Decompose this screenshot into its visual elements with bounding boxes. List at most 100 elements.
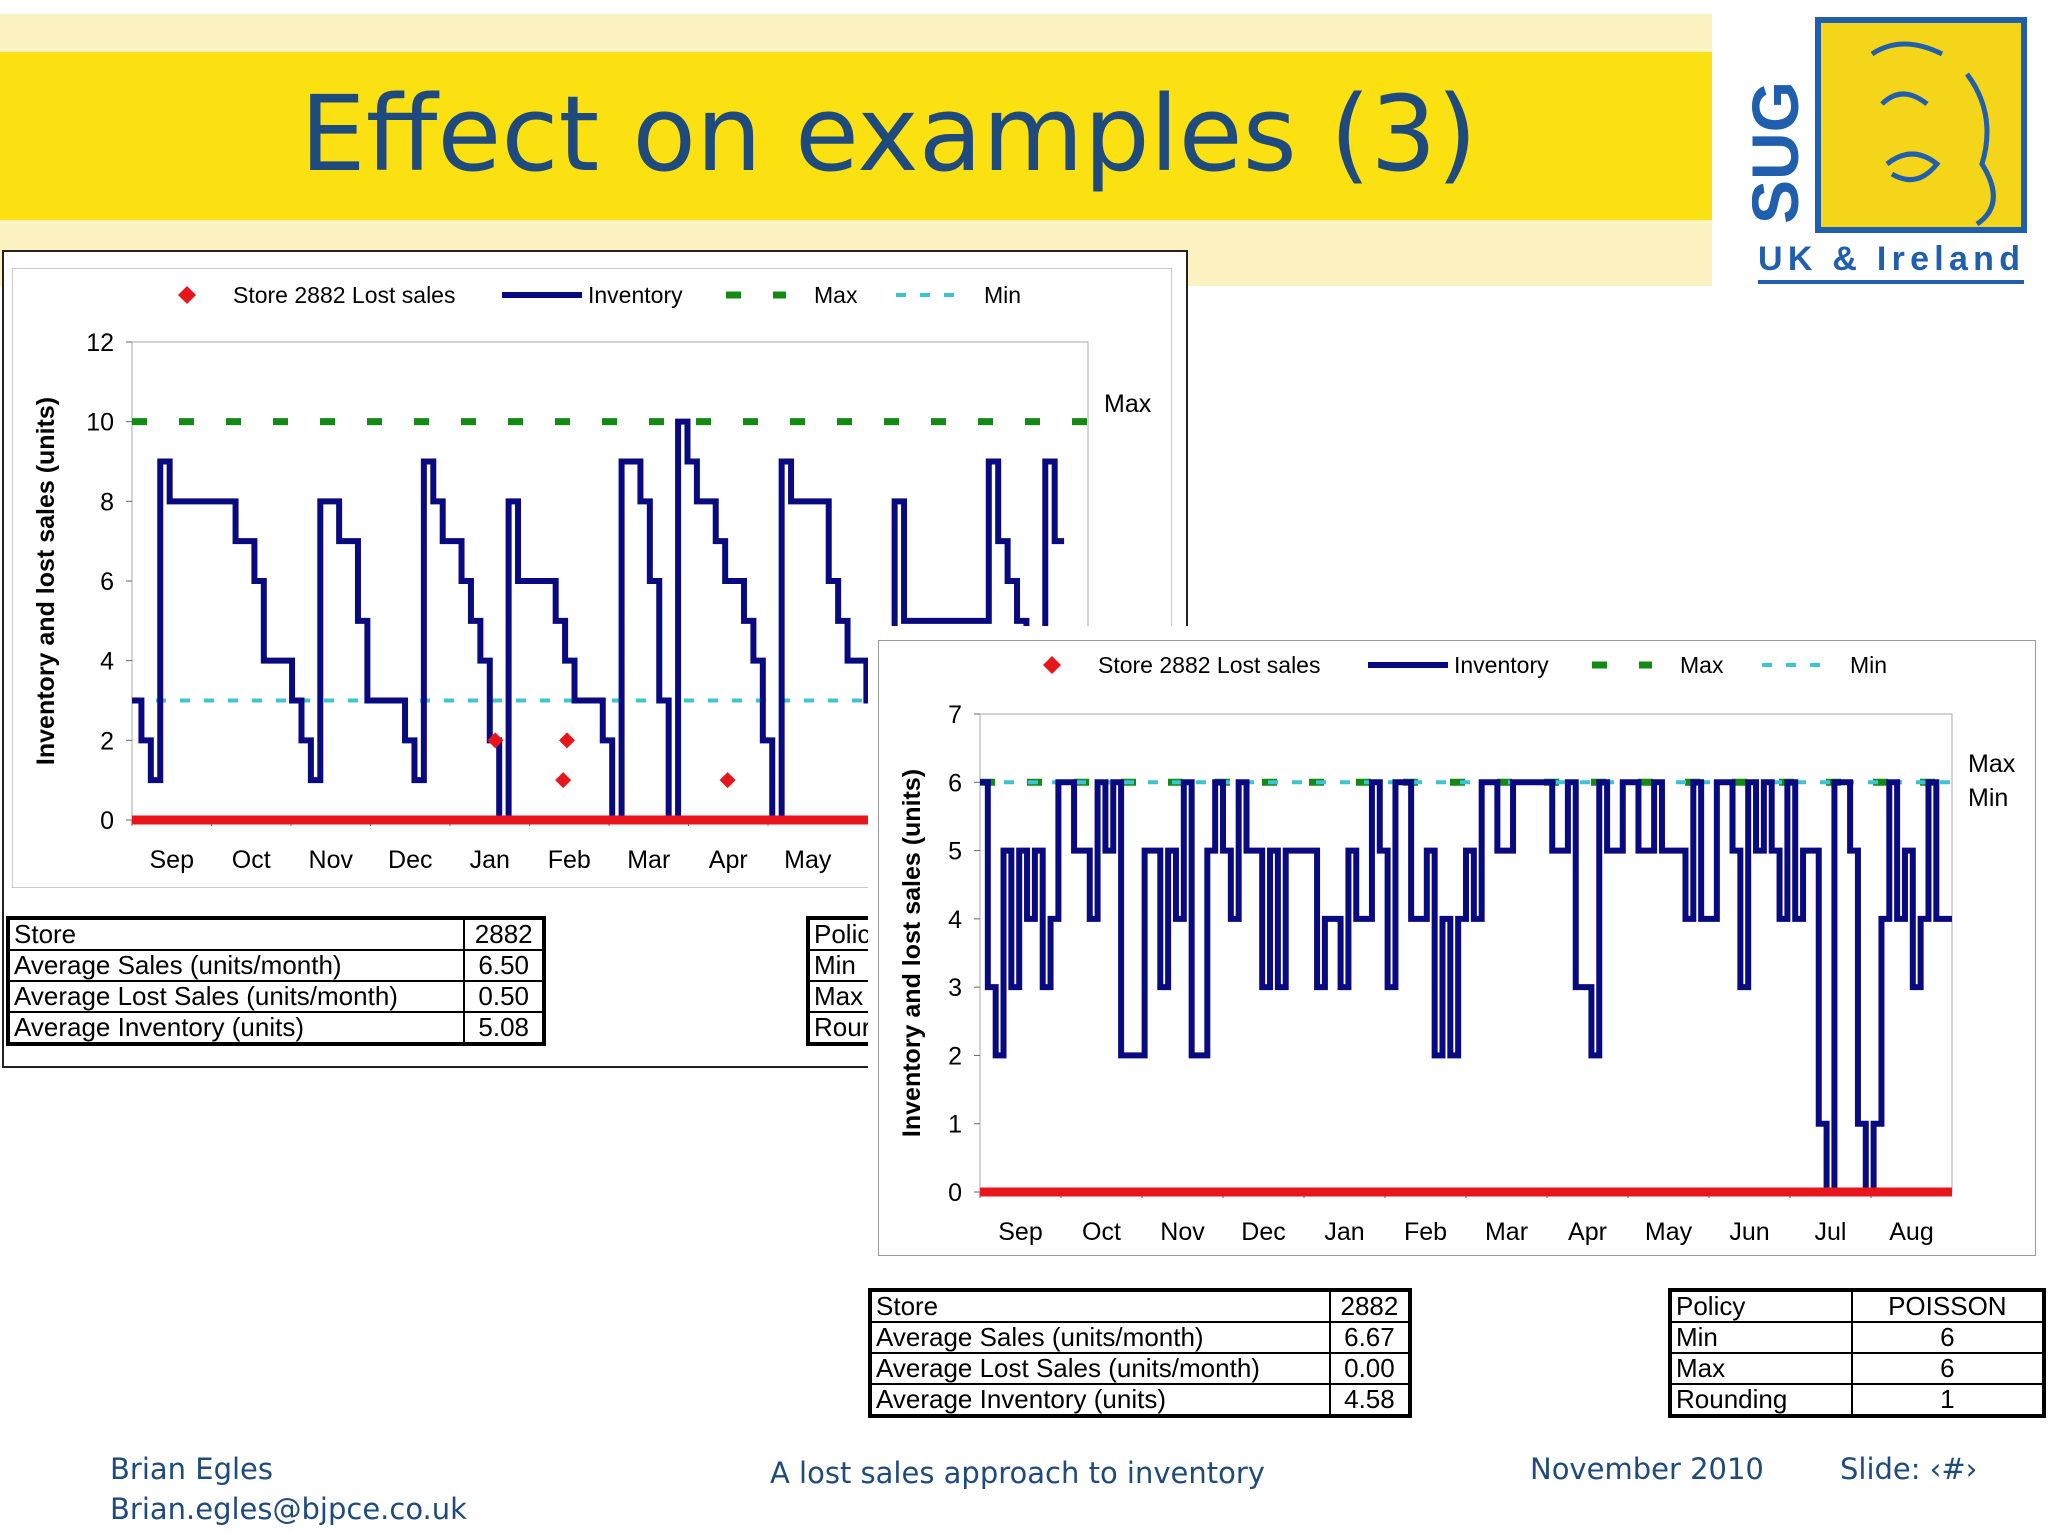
lost-sales-point — [555, 772, 572, 789]
logo-letters: SUG — [1752, 81, 1812, 224]
x-tick-label: Aug — [1889, 1218, 1933, 1246]
x-tick-label: Nov — [1160, 1218, 1205, 1246]
y-axis-label: Inventory and lost sales (units) — [32, 397, 60, 765]
lost-sales-point — [558, 732, 575, 749]
x-tick-label: Sep — [998, 1218, 1042, 1246]
table-cell: Rounding — [1669, 1383, 1853, 1417]
y-tick-label: 2 — [948, 1042, 962, 1070]
table-cell: Average Inventory (units) — [869, 1383, 1331, 1417]
table-cell: Average Lost Sales (units/month) — [6, 980, 466, 1013]
y-tick-label: 12 — [86, 329, 114, 357]
legend-lost-sales-marker — [1043, 656, 1061, 674]
x-tick-label: Apr — [709, 846, 748, 874]
table-cell: Max — [1669, 1352, 1853, 1385]
table-cell: 6.50 — [463, 949, 545, 982]
table-row: Average Sales (units/month) 6.50 — [6, 949, 545, 982]
footer-author: Brian Egles — [110, 1452, 273, 1486]
y-tick-label: 6 — [100, 568, 114, 596]
x-tick-label: Jul — [1815, 1218, 1847, 1246]
legend-lost-sales-label: Store 2882 Lost sales — [1098, 652, 1320, 678]
table-cell: Average Sales (units/month) — [869, 1321, 1331, 1354]
table-cell: Average Lost Sales (units/month) — [869, 1352, 1331, 1385]
legend-min-label: Min — [984, 282, 1021, 308]
table-cell: Min — [1669, 1321, 1853, 1354]
x-tick-label: Mar — [627, 846, 670, 874]
table-cell: Average Sales (units/month) — [6, 949, 466, 982]
y-axis-label: Inventory and lost sales (units) — [898, 769, 926, 1137]
y-tick-label: 5 — [948, 838, 962, 866]
logo-face — [1870, 41, 1996, 227]
x-tick-label: May — [1645, 1218, 1693, 1246]
x-tick-label: Nov — [309, 846, 354, 874]
y-tick-label: 1 — [948, 1111, 962, 1139]
lost-sales-point — [719, 772, 736, 789]
table-cell: POISSON — [1850, 1289, 2046, 1323]
table-cell: 5.08 — [463, 1011, 545, 1045]
logo-text: UK & Ireland — [1758, 240, 2020, 278]
table-cell: 1 — [1850, 1383, 2046, 1417]
title-band — [0, 52, 1712, 220]
x-tick-label: Dec — [388, 846, 432, 874]
x-tick-label: Sep — [150, 846, 194, 874]
lost-sales-point — [487, 732, 504, 749]
x-tick-label: Jan — [470, 846, 510, 874]
right-label-max: Max — [1104, 390, 1152, 418]
table-row: Average Lost Sales (units/month) 0.00 — [869, 1352, 1412, 1385]
table-cell: Policy — [1669, 1289, 1853, 1323]
table-cell: Store — [6, 917, 466, 951]
logo-frame — [1815, 17, 2027, 233]
table-row: Store 2882 — [869, 1289, 1412, 1323]
table-cell: Store — [869, 1289, 1331, 1323]
table-row: Average Sales (units/month) 6.67 — [869, 1321, 1412, 1354]
policy-table-2: Policy POISSON Min 6 Max 6 Rounding 1 — [1668, 1288, 2046, 1418]
table-row: Max 6 — [1669, 1352, 2046, 1385]
table-row: Min 6 — [1669, 1321, 2046, 1354]
y-tick-label: 4 — [100, 648, 114, 676]
logo-underline — [1758, 280, 2024, 284]
legend-max-label: Max — [814, 282, 858, 308]
footer-slide-number: Slide: ‹#› — [1840, 1452, 1978, 1486]
table-cell: 6 — [1850, 1321, 2046, 1354]
table-row: Average Lost Sales (units/month) 0.50 — [6, 980, 545, 1013]
table-row: Average Inventory (units) 5.08 — [6, 1011, 545, 1045]
chart-2: Store 2882 Lost sales Inventory Max Min 0 1 2 3… — [898, 652, 2016, 1246]
stats-table-2: Store 2882 Average Sales (units/month) 6.6… — [868, 1288, 1412, 1418]
sug-logo: SUG UK & Ireland — [1752, 17, 2027, 284]
x-tick-label: Feb — [548, 846, 591, 874]
stats-table-1: Store 2882 Average Sales (units/month) 6.5… — [6, 916, 546, 1046]
y-tick-label: 3 — [948, 974, 962, 1002]
y-tick-label: 0 — [948, 1179, 962, 1207]
y-tick-label: 0 — [100, 807, 114, 835]
y-tick-label: 10 — [86, 409, 114, 437]
right-label-min: Min — [1968, 784, 2008, 812]
table-row: Policy POISSON — [1669, 1289, 2046, 1323]
y-tick-label: 2 — [100, 727, 114, 755]
inventory-series-line — [132, 418, 1065, 823]
inventory-series-line — [980, 779, 1952, 1195]
table-row: Store 2882 — [6, 917, 545, 951]
x-tick-label: Oct — [232, 846, 271, 874]
chart-frame-2 — [878, 640, 2036, 1256]
footer-email[interactable]: Brian.egles@bjpce.co.uk — [110, 1492, 467, 1526]
x-tick-label: Feb — [1404, 1218, 1447, 1246]
legend-inventory-label: Inventory — [1454, 652, 1549, 678]
legend-inventory-label: Inventory — [588, 282, 683, 308]
legend-lost-sales-label: Store 2882 Lost sales — [233, 282, 455, 308]
table-cell: 2882 — [463, 917, 545, 951]
x-tick-label: May — [784, 846, 832, 874]
legend-lost-sales-marker — [178, 286, 196, 304]
table-row: Rounding 1 — [1669, 1383, 2046, 1417]
table-row: Average Inventory (units) 4.58 — [869, 1383, 1412, 1417]
table-cell: 0.00 — [1328, 1352, 1412, 1385]
footer-date: November 2010 — [1530, 1452, 1764, 1486]
y-tick-label: 8 — [100, 488, 114, 516]
y-tick-label: 6 — [948, 769, 962, 797]
x-tick-label: Mar — [1485, 1218, 1528, 1246]
legend-min-label: Min — [1850, 652, 1887, 678]
table-cell: 6 — [1850, 1352, 2046, 1385]
y-tick-label: 7 — [948, 701, 962, 729]
x-tick-label: Oct — [1082, 1218, 1121, 1246]
slide-title: Effect on examples (3) — [300, 73, 1478, 195]
x-tick-label: Jun — [1729, 1218, 1769, 1246]
table-cell: Average Inventory (units) — [6, 1011, 466, 1045]
